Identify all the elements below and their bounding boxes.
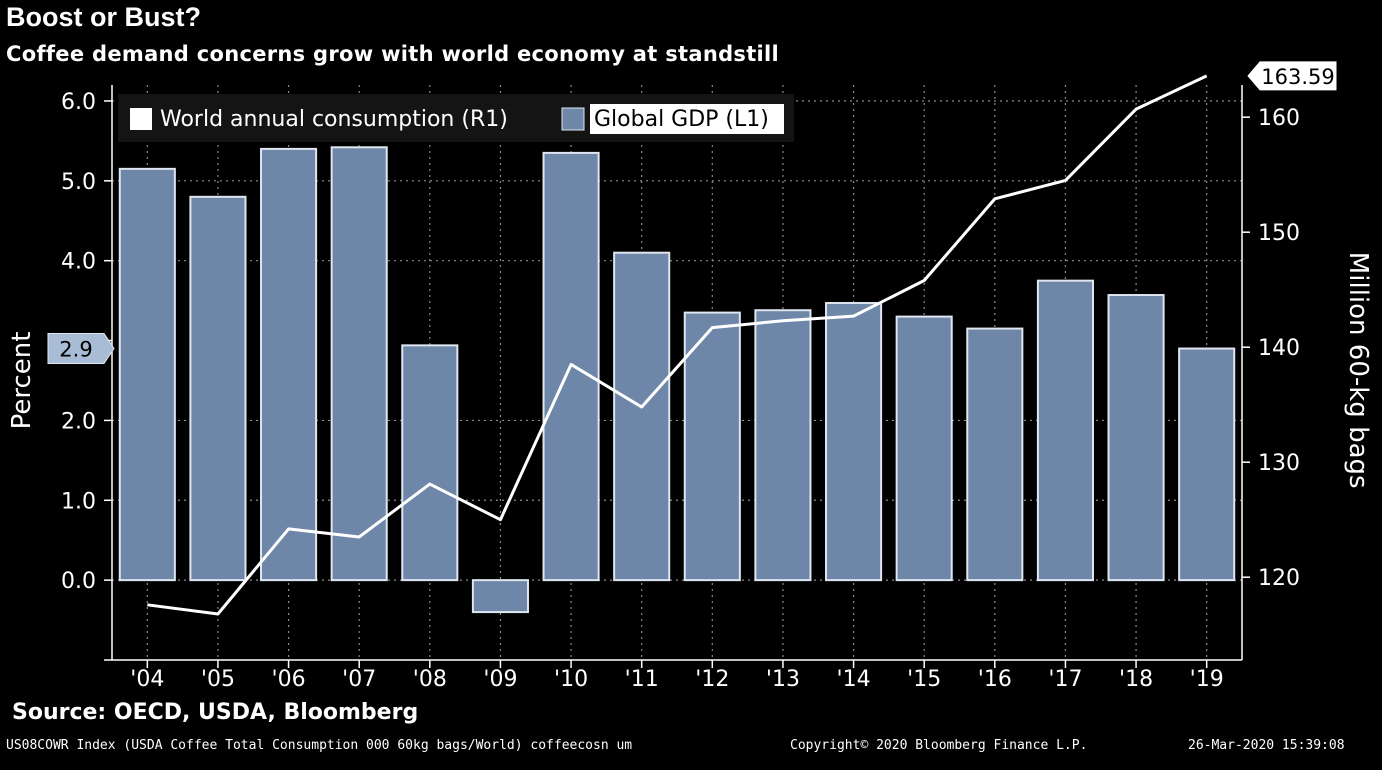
x-tick-label: '08 [413,667,447,692]
left-tick-label: 1.0 [61,489,96,514]
left-value-marker-label: 2.9 [59,338,92,362]
x-tick-label: '19 [1190,667,1224,692]
footer-index: US08COWR Index (USDA Coffee Total Consum… [6,738,633,753]
left-tick-label: 4.0 [61,250,96,275]
left-tick-label: 0.0 [61,569,96,594]
bar-04 [118,167,176,582]
legend-swatch-gdp [561,107,585,131]
bar-13 [754,309,812,582]
line-layer [147,74,1208,616]
bar-14 [825,302,883,582]
bar-12 [683,311,741,582]
bar-08 [401,344,459,582]
legend-label-gdp: Global GDP (L1) [594,107,769,132]
x-tick-label: '09 [483,667,517,692]
x-tick-label: '06 [272,667,306,692]
axis-layer: 0.0 1.0 2.0 4.0 5.0 6.0 Percent 2.9 120 130 140 150… [7,61,1373,692]
x-tick-label: '05 [201,667,235,692]
source-note: Source: OECD, USDA, Bloomberg [12,700,419,725]
right-tick-label: 130 [1258,451,1300,476]
x-tick-label: '18 [1119,667,1153,692]
bar-18 [1107,294,1165,582]
legend-layer: World annual consumption (R1) Global GDP … [118,94,794,142]
chart-title: Boost or Bust? [6,2,201,32]
chart-subtitle: Coffee demand concerns grow with world e… [6,42,780,66]
right-value-marker-label: 163.59 [1261,65,1334,89]
bar-17 [1036,279,1094,582]
legend-swatch-consumption [130,108,152,130]
bar-06 [260,147,318,582]
bar-09 [471,579,529,614]
left-tick-label: 2.0 [61,409,96,434]
x-tick-label: '13 [766,667,800,692]
bar-layer [118,146,1236,614]
bar-16 [966,327,1024,582]
legend-highlight-gdp [590,104,784,134]
x-tick-label: '16 [978,667,1012,692]
footer-copyright: Copyright© 2020 Bloomberg Finance L.P. [790,738,1088,753]
bar-19 [1178,347,1236,582]
right-tick-label: 160 [1258,106,1300,131]
legend-label-consumption: World annual consumption (R1) [160,107,508,132]
footer-timestamp: 26-Mar-2020 15:39:08 [1188,738,1345,753]
right-tick-label: 140 [1258,336,1300,361]
bar-11 [613,251,671,582]
x-tick-label: '07 [342,667,376,692]
x-tick-label: '15 [907,667,941,692]
x-tick-label: '12 [695,667,729,692]
left-value-marker [47,333,115,365]
x-tick-label: '04 [130,667,164,692]
right-axis-title: Million 60-kg bags [1343,252,1373,489]
x-tick-label: '10 [554,667,588,692]
left-tick-label: 6.0 [61,90,96,115]
right-tick-label: 150 [1258,221,1300,246]
x-tick-label: '17 [1048,667,1082,692]
left-axis-title: Percent [7,332,37,430]
left-tick-label: 5.0 [61,170,96,195]
consumption-line [147,74,1208,616]
bar-15 [895,315,953,582]
x-tick-label: '11 [625,667,659,692]
right-tick-label: 120 [1258,566,1300,591]
right-value-marker [1247,61,1337,91]
bar-05 [189,195,247,582]
bar-07 [330,146,388,582]
x-tick-label: '14 [837,667,871,692]
